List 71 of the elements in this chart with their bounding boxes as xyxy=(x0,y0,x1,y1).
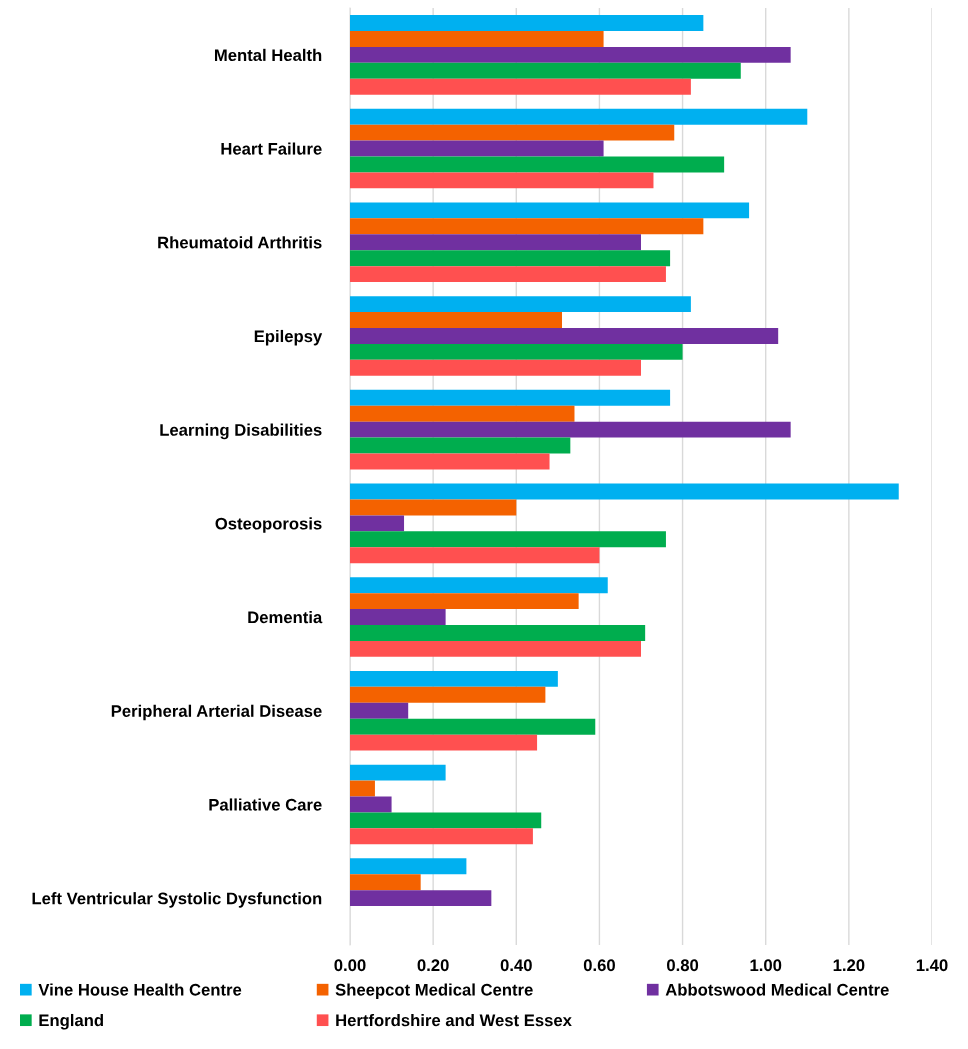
bar xyxy=(350,625,646,641)
bar xyxy=(350,734,538,751)
legend-label: Vine House Health Centre xyxy=(38,983,242,996)
bar xyxy=(350,389,671,406)
x-tick-label: 1.20 xyxy=(833,959,865,972)
bar xyxy=(350,202,750,219)
bar xyxy=(350,421,791,438)
y-tick-label: Rheumatoid Arthritis xyxy=(158,236,322,249)
x-tick-label: 0.00 xyxy=(334,959,366,972)
bar xyxy=(350,250,671,267)
bar xyxy=(350,577,608,594)
bar xyxy=(350,108,808,125)
bar xyxy=(350,780,375,797)
x-tick-label: 0.60 xyxy=(583,959,615,972)
bar xyxy=(350,234,641,251)
bar xyxy=(350,686,546,703)
bar xyxy=(350,812,542,829)
bar xyxy=(350,718,596,735)
bar xyxy=(350,312,563,328)
bar xyxy=(350,124,675,141)
legend-label: Hertfordshire and West Essex xyxy=(336,1013,572,1027)
bar xyxy=(350,515,405,532)
bar xyxy=(350,172,654,189)
bar xyxy=(350,593,579,610)
y-tick-label: Dementia xyxy=(248,611,323,624)
x-tick-label: 1.00 xyxy=(750,959,782,972)
bar xyxy=(350,874,421,891)
bar xyxy=(350,640,641,657)
bar xyxy=(350,156,725,173)
y-tick-label: Left Ventricular Systolic Dysfunction xyxy=(32,892,322,908)
y-tick-label: Heart Failure xyxy=(221,142,322,155)
bar xyxy=(350,327,779,344)
bar xyxy=(350,764,446,781)
bar xyxy=(350,140,604,157)
y-tick-label: Peripheral Arterial Disease xyxy=(111,704,322,721)
bar xyxy=(350,437,571,454)
bar xyxy=(350,15,704,31)
bar xyxy=(350,343,683,360)
bar xyxy=(350,828,533,845)
x-tick-label: 1.40 xyxy=(916,959,948,972)
legend-label: Sheepcot Medical Centre xyxy=(335,983,533,999)
legend-label: Abbotswood Medical Centre xyxy=(665,983,889,996)
bar xyxy=(350,218,704,235)
y-tick-label: Mental Health xyxy=(215,48,322,62)
bar xyxy=(350,359,641,376)
bar xyxy=(350,78,691,95)
bar xyxy=(350,62,741,79)
bar xyxy=(350,858,467,875)
bar xyxy=(350,702,409,719)
y-tick-label: Epilepsy xyxy=(254,329,323,346)
y-tick-label: Osteoporosis xyxy=(215,517,322,533)
bar xyxy=(350,499,517,516)
bar xyxy=(350,453,550,470)
bar xyxy=(350,890,492,907)
y-tick-label: Palliative Care xyxy=(209,798,322,811)
legend-label: England xyxy=(39,1013,103,1030)
bar xyxy=(350,547,600,564)
x-tick-label: 0.40 xyxy=(500,959,532,972)
bar xyxy=(350,670,558,687)
x-tick-label: 0.80 xyxy=(667,959,699,972)
bar xyxy=(350,405,575,422)
bar xyxy=(350,30,604,47)
x-tick-label: 0.20 xyxy=(417,959,449,972)
bar xyxy=(350,609,446,626)
bar xyxy=(350,531,666,548)
bar xyxy=(350,46,791,63)
y-tick-label: Learning Disabilities xyxy=(160,423,322,440)
bar xyxy=(350,796,392,813)
bar xyxy=(350,296,691,313)
bar xyxy=(350,266,666,283)
bar xyxy=(350,483,899,500)
